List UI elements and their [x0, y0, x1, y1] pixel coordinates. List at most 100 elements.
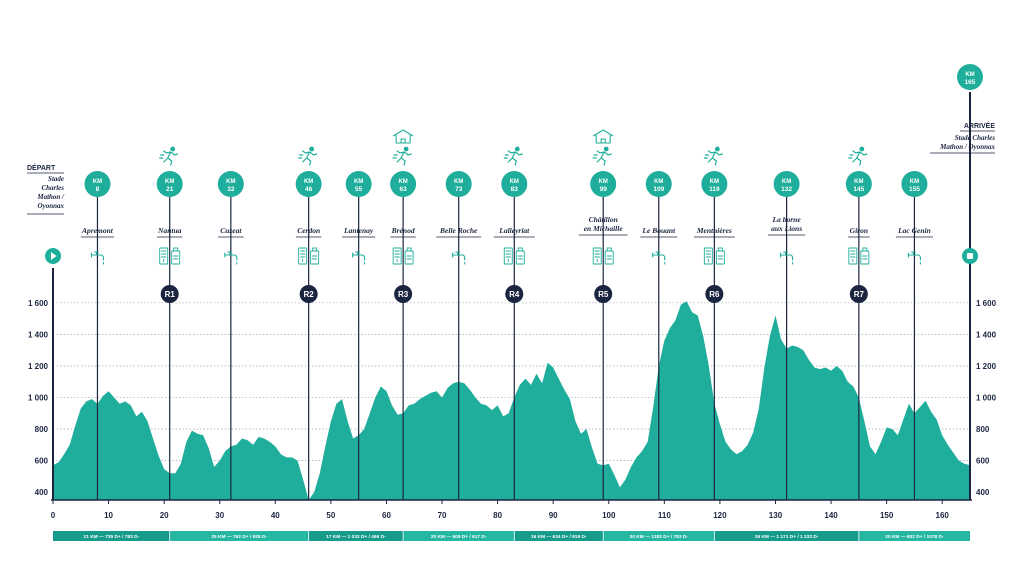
- km-badge-circle: [901, 171, 928, 197]
- y-tick-label-right: 1 600: [976, 299, 997, 308]
- segment-label: 26 KM — 1 171 D+ / 1 233 D-: [755, 534, 819, 540]
- km-badge-prefix: KM: [354, 179, 363, 185]
- km-badge-circle: [217, 171, 244, 197]
- km-badge-number: 165: [965, 79, 976, 86]
- segment-label: 16 KM — 634 D+ / 919 D-: [531, 534, 587, 540]
- km-badge-circle: [345, 171, 372, 197]
- km-badge-number: 109: [653, 186, 664, 193]
- km-badge-number: 132: [781, 186, 792, 193]
- checkpoint-name: Belle Roche: [439, 226, 478, 235]
- km-badge-prefix: KM: [599, 179, 608, 185]
- y-tick-label-left: 600: [35, 457, 49, 466]
- relay-badge-label: R3: [398, 290, 409, 299]
- water-tap-icon: [652, 251, 666, 265]
- y-tick-label-left: 800: [35, 425, 49, 434]
- km-badge-prefix: KM: [654, 179, 663, 185]
- segment-bar: [603, 531, 715, 541]
- x-tick-label: 30: [215, 511, 224, 520]
- relay-badge-circle: [594, 285, 613, 303]
- segment-bar: [714, 531, 859, 541]
- km-badge-circle: [701, 171, 728, 197]
- relay-badge: R6: [705, 285, 724, 303]
- checkpoint-name: Châtillon: [589, 215, 618, 224]
- relay-badge-circle: [299, 285, 318, 303]
- y-tick-label-right: 1 200: [976, 362, 997, 371]
- food-station-icon: [592, 247, 614, 265]
- km-badge-circle: [445, 171, 472, 197]
- checkpoints: KM8ApremontKM21NantuaR1KM32CuzeatKM46Cer…: [80, 129, 933, 303]
- checkpoint-name: Cerdon: [297, 226, 320, 235]
- relay-badge: R1: [160, 285, 179, 303]
- water-tap-icon: [224, 251, 238, 265]
- axes: [51, 268, 972, 501]
- checkpoint-name: Brénod: [391, 226, 415, 235]
- x-tick-label: 160: [936, 511, 950, 520]
- y-tick-label-right: 400: [976, 488, 990, 497]
- km-badge-number: 8: [96, 186, 100, 193]
- segment-bar: [858, 531, 970, 541]
- km-badge-prefix: KM: [782, 179, 791, 185]
- km-badge: KM8: [84, 171, 111, 197]
- y-tick-label-right: 800: [976, 425, 990, 434]
- y-tick-label-right: 1 400: [976, 330, 997, 339]
- relay-badge-circle: [705, 285, 724, 303]
- checkpoint-name: Apremont: [81, 226, 114, 235]
- km-badge-circle: [501, 171, 528, 197]
- relay-badge: R7: [849, 285, 868, 303]
- relay-badge-circle: [505, 285, 524, 303]
- y-tick-label-left: 1 600: [28, 299, 49, 308]
- km-badge-prefix: KM: [304, 179, 313, 185]
- km-badge-circle: [590, 171, 617, 197]
- km-badge-prefix: KM: [965, 72, 974, 78]
- km-badge-number: 155: [909, 186, 920, 193]
- segment-label: 20 KM — 602 D+ / 1078 D-: [885, 534, 944, 540]
- segment-label: 17 KM — 1 032 D+ / 496 D-: [326, 534, 386, 540]
- water-tap-icon: [352, 251, 366, 265]
- checkpoint: KM8 Apremont: [80, 171, 115, 265]
- x-tick-label: 0: [51, 511, 56, 520]
- checkpoint-name: La borne: [772, 215, 802, 224]
- relay-badge: R4: [505, 285, 524, 303]
- km-badge-number: 119: [709, 186, 720, 193]
- y-tick-label-right: 600: [976, 457, 990, 466]
- shelter-icon: [392, 129, 414, 144]
- km-badge-prefix: KM: [910, 179, 919, 185]
- km-badge-number: 32: [227, 186, 235, 193]
- relay-badge-label: R1: [165, 290, 176, 299]
- runner-icon: [298, 146, 318, 166]
- y-tick-label-left: 400: [35, 488, 49, 497]
- water-tap-icon: [90, 251, 105, 265]
- checkpoint-name: Cuzeat: [220, 226, 242, 235]
- checkpoint-name: Giron: [850, 226, 868, 235]
- water-tap-icon: [452, 251, 466, 265]
- relay-badge-circle: [160, 285, 179, 303]
- y-tick-label-left: 1 200: [28, 362, 49, 371]
- km-badge-prefix: KM: [226, 179, 235, 185]
- start-location-line: Charles: [41, 184, 64, 192]
- relay-badge: R3: [394, 285, 413, 303]
- relay-badge-circle: [394, 285, 413, 303]
- x-tick-label: 50: [326, 511, 335, 520]
- food-station-icon: [392, 247, 414, 265]
- segment-label: 20 KM — 1282 D+ / 783 D-: [630, 534, 689, 540]
- km-badge-number: 99: [600, 186, 608, 193]
